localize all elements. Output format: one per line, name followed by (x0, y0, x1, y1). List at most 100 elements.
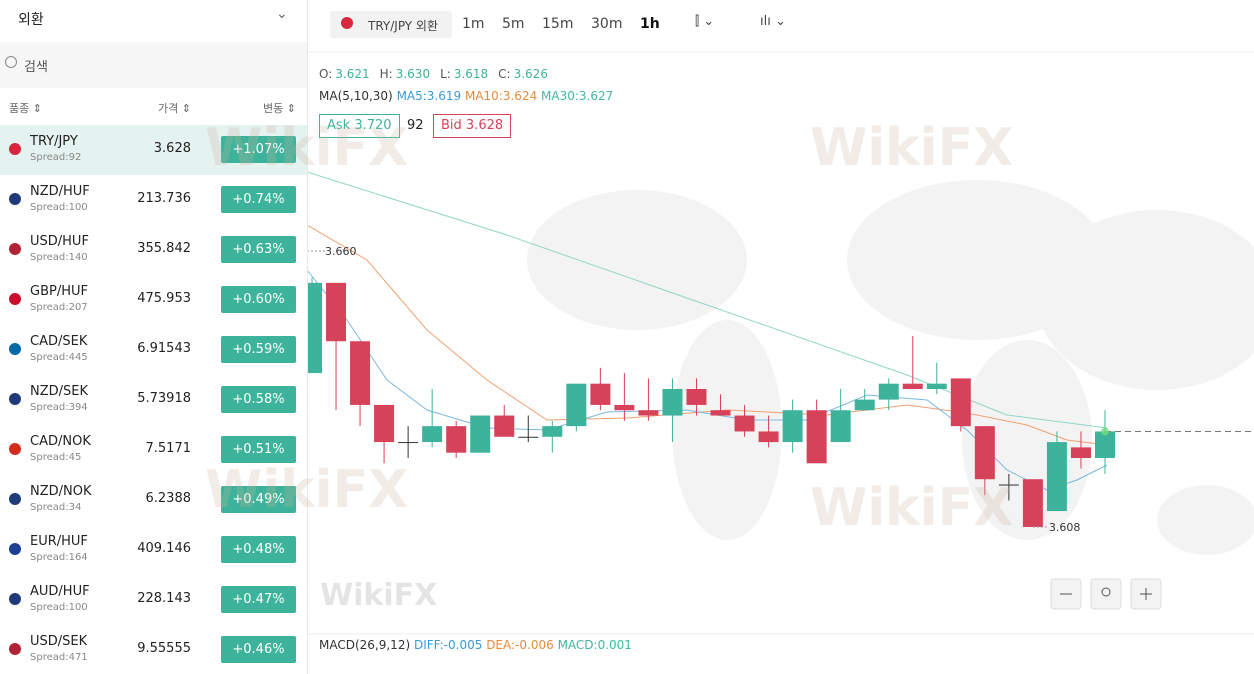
zoom-controls[interactable] (1050, 578, 1162, 610)
spread: Spread:34 (30, 502, 82, 513)
spread: Spread:207 (30, 302, 88, 313)
ohlc-label: L: (440, 67, 451, 81)
price: 3.628 (153, 141, 191, 156)
candle-body (307, 282, 322, 374)
candle-body (1022, 479, 1043, 527)
spread: 92 (407, 118, 424, 133)
ma-title: MA(5,10,30) (319, 89, 393, 103)
candle-body (782, 410, 803, 443)
candle-body (710, 410, 731, 416)
search-box[interactable]: 검색 (0, 42, 307, 88)
spread: Spread:471 (30, 652, 88, 663)
candle-body (830, 410, 851, 443)
interval-button[interactable]: 1m (462, 16, 485, 32)
locate-icon (1101, 587, 1111, 597)
watermark: WikiFX (810, 118, 1014, 178)
list-row[interactable]: NZD/SEK Spread:394 5.73918 +0.58% (0, 375, 307, 425)
list-row[interactable]: EUR/HUF Spread:164 409.146 +0.48% (0, 525, 307, 575)
col-header[interactable]: 품종 ⇕ (9, 102, 42, 115)
col-header[interactable]: 가격 ⇕ (158, 102, 191, 115)
price: 409.146 (137, 541, 191, 556)
ohlc-value: 3.630 (395, 67, 431, 81)
list-row[interactable]: AUD/HUF Spread:100 228.143 +0.47% (0, 575, 307, 625)
ma-item: MA10:3.624 (464, 89, 538, 103)
sidebar: 외환 ⌄ 검색 품종 ⇕ 가격 ⇕ 변동 ⇕ TRY/JPY Spread:92 3… (0, 0, 308, 674)
ma-item: MA5:3.619 (396, 89, 462, 103)
symbol-tab[interactable]: TRY/JPY 외환 (330, 11, 452, 38)
chart-area: 3.660 3.608 (307, 0, 1254, 674)
candle-body (566, 383, 587, 427)
list-row[interactable]: USD/HUF Spread:140 355.842 +0.63% (0, 225, 307, 275)
candle-body (590, 383, 611, 405)
spread: Spread:164 (30, 552, 88, 563)
symbol-label: TRY/JPY 외환 (368, 19, 439, 33)
ma-info: MA(5,10,30) MA5:3.619 MA10:3.624 MA30:3.… (319, 89, 613, 103)
candle-body (374, 404, 395, 443)
change-badge: +0.59% (221, 336, 296, 363)
bid-button[interactable]: Bid 3.628 (433, 114, 512, 138)
symbol: NZD/SEK (30, 384, 89, 399)
macd-info: MACD(26,9,12) DIFF:-0.005 DEA:-0.006 MAC… (319, 638, 632, 652)
flag (9, 543, 21, 555)
candle-body (518, 436, 539, 438)
candle-body (1070, 447, 1091, 458)
flag (9, 243, 21, 255)
candle-body (350, 341, 371, 405)
candle-body (494, 415, 515, 437)
price: 228.143 (137, 591, 191, 606)
interval-button[interactable]: 15m (542, 16, 574, 32)
ohlc-label: O: (319, 67, 333, 81)
flag (9, 443, 21, 455)
symbol: GBP/HUF (30, 284, 88, 299)
candle-body (398, 442, 419, 444)
watermark: WikiFX (205, 118, 409, 178)
indicator-button[interactable]: ılı ⌄ (760, 14, 786, 29)
col-label: 가격 (158, 102, 179, 115)
candle-body (422, 426, 443, 443)
symbol: USD/HUF (30, 234, 89, 249)
change-badge: +0.58% (221, 386, 296, 413)
candle-body (686, 389, 707, 405)
candle-body (878, 383, 899, 400)
symbol: TRY/JPY (30, 134, 78, 149)
list-row[interactable]: CAD/NOK Spread:45 7.5171 +0.51% (0, 425, 307, 475)
macd-item: MACD:0.001 (557, 638, 632, 652)
candle-body (974, 426, 995, 480)
interval-button[interactable]: 5m (502, 16, 525, 32)
list-row[interactable]: CAD/SEK Spread:445 6.91543 +0.59% (0, 325, 307, 375)
locate[interactable] (1090, 578, 1122, 610)
flag (9, 143, 21, 155)
candle-body (950, 378, 971, 427)
list-row[interactable]: USD/SEK Spread:471 9.55555 +0.46% (0, 625, 307, 674)
list-row[interactable]: GBP/HUF Spread:207 475.953 +0.60% (0, 275, 307, 325)
interval-button[interactable]: 1h (640, 16, 660, 32)
list-row[interactable]: NZD/NOK Spread:34 6.2388 +0.49% (0, 475, 307, 525)
change-badge: +0.47% (221, 586, 296, 613)
symbol: AUD/HUF (30, 584, 90, 599)
candle-body (806, 410, 827, 464)
watermark: WikiFX (810, 478, 1014, 538)
flag (9, 593, 21, 605)
symbol: EUR/HUF (30, 534, 88, 549)
candle-body (470, 415, 491, 453)
interval-button[interactable]: 30m (591, 16, 623, 32)
ask-button[interactable]: Ask 3.720 (319, 114, 400, 138)
watermark: WikiFX (320, 578, 438, 613)
flag (9, 493, 21, 505)
col-header[interactable]: 변동 ⇕ (263, 102, 296, 115)
list-row[interactable]: NZD/HUF Spread:100 213.736 +0.74% (0, 175, 307, 225)
list-row[interactable]: TRY/JPY Spread:92 3.628 +1.07% (0, 125, 307, 175)
col-label: 품종 (9, 102, 30, 115)
flag (9, 393, 21, 405)
chart-type-button[interactable]: ⫿ ⌄ (695, 14, 715, 29)
dropdown-icon[interactable]: ⌄ (276, 6, 288, 22)
macd-item: DIFF:-0.005 (413, 638, 483, 652)
symbol: CAD/NOK (30, 434, 91, 449)
flag (9, 343, 21, 355)
symbol: USD/SEK (30, 634, 88, 649)
flag (341, 17, 353, 29)
candle-body (1046, 442, 1067, 512)
watermark: WikiFX (205, 460, 409, 520)
symbol: NZD/NOK (30, 484, 92, 499)
candle-body (902, 383, 923, 389)
